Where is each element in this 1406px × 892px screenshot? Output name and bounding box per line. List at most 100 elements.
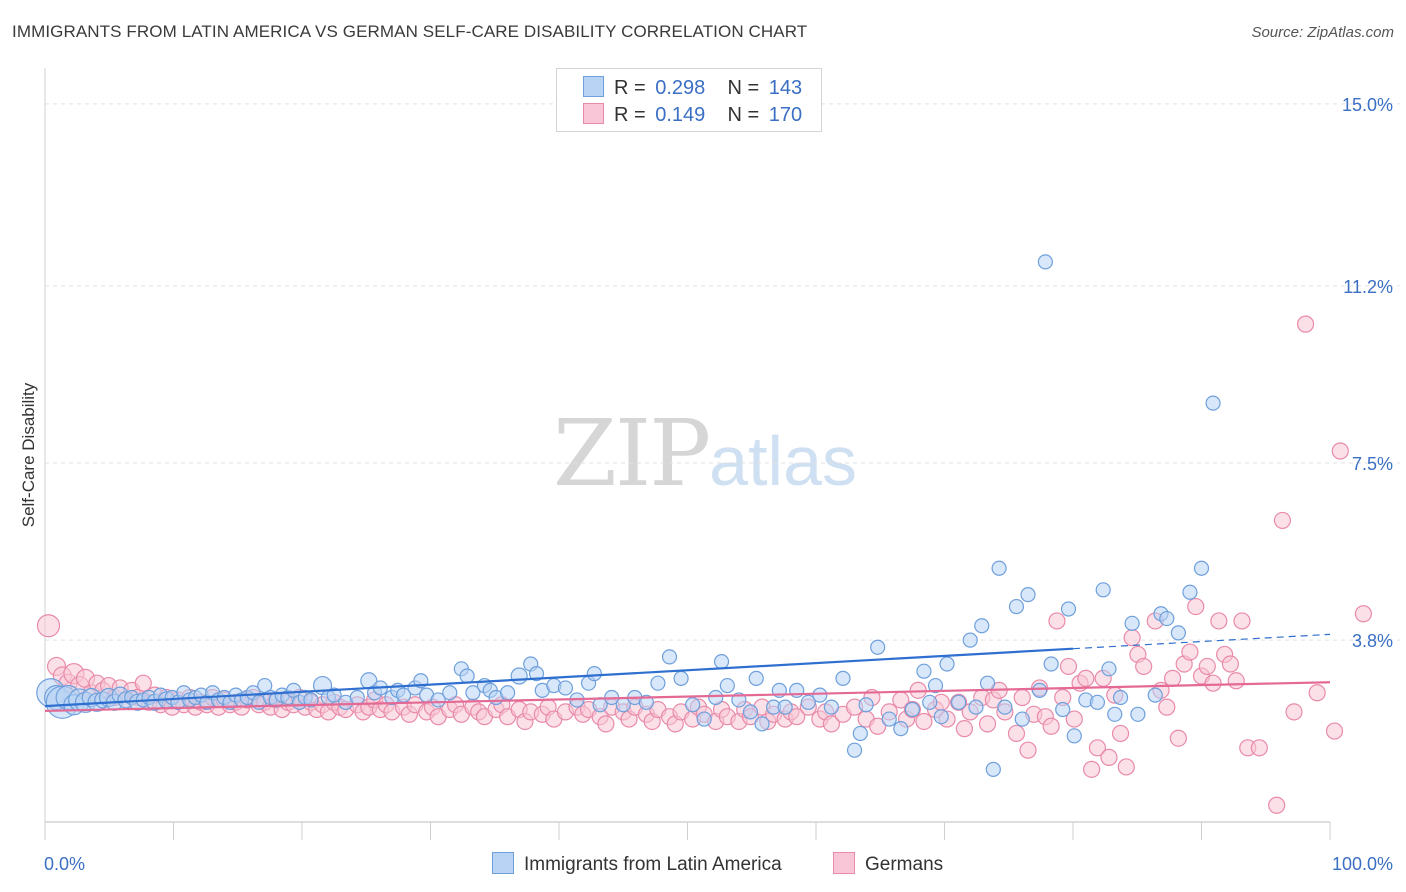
legend-n-value: 143 (768, 77, 803, 99)
latin-america-point (430, 692, 446, 708)
germans-point (1296, 315, 1315, 333)
latin-america-point (985, 761, 1001, 777)
source-credit: Source: ZipAtlas.com (1251, 24, 1394, 41)
germans-point (1158, 698, 1176, 716)
latin-america-point (1014, 711, 1030, 727)
latin-america-point (927, 677, 944, 694)
germans-point (1204, 674, 1222, 692)
latin-america-point (713, 654, 730, 670)
latin-america-point (858, 697, 874, 713)
germans-point (1123, 629, 1141, 647)
latin-america-point (1130, 706, 1146, 722)
latin-america-point (1037, 254, 1053, 270)
germans-point (1227, 672, 1245, 690)
latin-america-point (1205, 395, 1221, 411)
germans-point (1187, 597, 1205, 616)
germans-point (1019, 741, 1037, 759)
latin-america-point (528, 665, 545, 682)
latin-america-point (326, 687, 342, 703)
latin-america-point (852, 725, 868, 742)
latin-america-point (1031, 682, 1048, 698)
legend-n-value: 170 (768, 104, 803, 126)
x-tick-label: 100.0% (1332, 854, 1393, 874)
latin-america-point (349, 689, 365, 706)
latin-america-point (1008, 598, 1025, 615)
latin-america-point (442, 685, 458, 701)
latin-america-trendline (44, 647, 1074, 708)
latin-america-point (638, 694, 654, 710)
y-tick-label: 3.8% (1352, 631, 1393, 651)
latin-america-point (991, 560, 1007, 576)
latin-america-point (846, 742, 863, 758)
latin-america-point (1055, 701, 1071, 718)
legend-r-value: 0.149 (655, 104, 706, 126)
latin-america-point (303, 692, 319, 708)
legend-r-label: R = (614, 77, 646, 99)
latin-america-point (916, 663, 932, 679)
legend-r-value: 0.298 (655, 77, 706, 99)
germans-point (1354, 605, 1373, 623)
watermark-atlas: atlas (709, 422, 858, 500)
latin-america-point (708, 689, 724, 706)
latin-america-point (800, 694, 816, 710)
germans-trendline (44, 681, 1331, 713)
germans-point (978, 715, 997, 733)
y-axis-label: Self-Care Disability (19, 382, 38, 527)
latin-america-point (870, 639, 886, 655)
latin-america-point (719, 677, 735, 694)
germans-point (1013, 688, 1031, 707)
legend-item-germans: Germans (833, 852, 943, 876)
legend-swatch-pink (833, 852, 855, 874)
latin-america-point (951, 694, 967, 710)
y-tick-label: 15.0% (1342, 95, 1393, 115)
latin-america-point (939, 656, 955, 672)
latin-america-point (968, 699, 984, 715)
latin-america-point (1095, 582, 1111, 598)
germans-point (1065, 710, 1083, 728)
stats-legend: R = 0.298 N = 143 R = 0.149 N = 170 (556, 68, 822, 132)
latin-america-point (459, 668, 475, 684)
latin-america-point (1124, 615, 1140, 631)
latin-america-point (933, 709, 949, 725)
germans-point (1308, 684, 1326, 702)
germans-point (788, 708, 806, 726)
germans-point (1048, 612, 1066, 630)
germans-point (1135, 657, 1153, 676)
latin-america-point (257, 677, 273, 694)
germans-point (1169, 729, 1187, 747)
chart-title: IMMIGRANTS FROM LATIN AMERICA VS GERMAN … (12, 22, 808, 41)
latin-america-point (685, 697, 701, 713)
germans-point (1059, 657, 1078, 676)
latin-america-point (673, 670, 689, 686)
germans-point (869, 717, 887, 735)
latin-america-point (500, 685, 516, 701)
y-tick-label: 11.2% (1343, 277, 1393, 297)
watermark: ZIPatlas (553, 400, 857, 507)
germans-point (1268, 796, 1286, 814)
latin-america-point (1107, 706, 1123, 722)
latin-america-point (465, 685, 481, 701)
latin-america-point (835, 670, 851, 686)
latin-america-point (1101, 661, 1117, 677)
latin-america-point (979, 675, 996, 691)
germans-point (955, 720, 974, 738)
germans-point (1077, 669, 1095, 687)
germans-point (597, 715, 615, 733)
legend-label-germans: Germans (865, 854, 944, 875)
germans-point (1163, 669, 1182, 687)
germans-point (1198, 657, 1216, 676)
latin-america-point (922, 694, 938, 710)
germans-point (1273, 511, 1292, 530)
germans-point (1007, 724, 1026, 743)
legend-n-label: N = (727, 77, 760, 99)
legend-swatch-pink (583, 103, 604, 124)
latin-america-point (962, 632, 978, 648)
latin-america-point (1147, 687, 1163, 703)
germans-point (1285, 703, 1303, 721)
latin-america-point (650, 675, 666, 691)
legend-row-germans: R = 0.149 N = 170 (583, 103, 802, 127)
latin-america-point (742, 704, 759, 720)
germans-point (134, 674, 152, 692)
latin-america-point (881, 711, 897, 727)
